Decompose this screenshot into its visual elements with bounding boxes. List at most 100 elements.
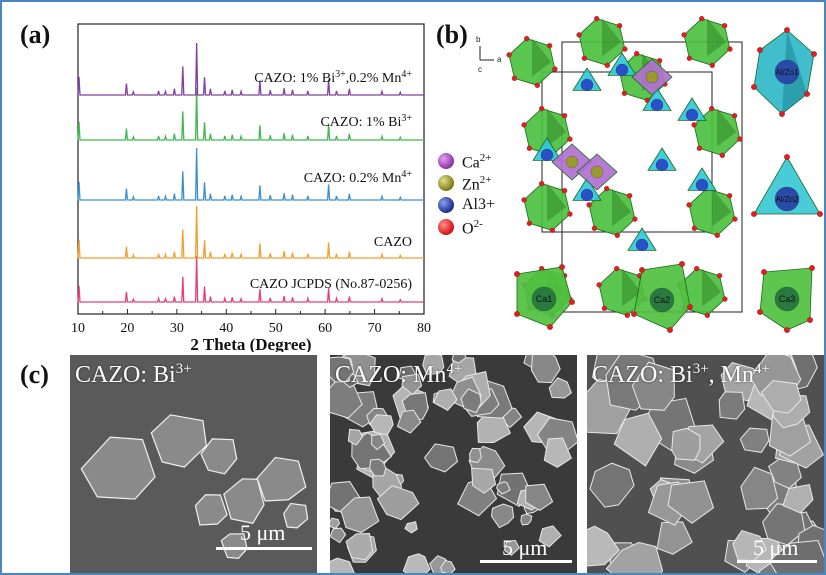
legend-item-al: Al3+ [438, 196, 495, 214]
sem-particle [520, 513, 533, 526]
x-tick-label-4: 50 [269, 321, 283, 336]
sem-particle [369, 458, 387, 477]
sem-particle [782, 483, 814, 514]
zn-ball-icon [438, 175, 454, 191]
x-tick-label-7: 80 [417, 321, 431, 336]
sem-bi-scale-label: 5 μm [240, 520, 286, 545]
sem-image-mn: CAZO: Mn4+ 5 μm [330, 355, 577, 573]
alzn2-label: Al/Zn2 [775, 195, 799, 204]
sem-particle [330, 557, 355, 573]
legend-ca-charge: 2+ [479, 152, 492, 164]
sem-particle [460, 388, 482, 414]
sem-image-bi: CAZO: Bi3+ 5 μm [70, 355, 317, 573]
series-line-1 [77, 205, 424, 259]
sem-particle [613, 412, 663, 467]
crystal-structure: b a c Al/Zn1 Al/Zn2 Ca1 Ca2 Ca3 [476, 15, 824, 334]
sem-mn-particles [330, 355, 577, 573]
legend-item-o: O2- [438, 218, 483, 238]
axis-label-c: c [478, 65, 482, 74]
series-label-3: CAZO: 1% Bi3+ [320, 113, 412, 131]
sem-bi-title: CAZO: Bi3+ [75, 361, 192, 388]
sem-particle [433, 388, 458, 412]
xrd-chart: CAZO JCPDS (No.87-0256) CAZO CAZO: 0.2% Mn… [71, 23, 431, 352]
al-atom [580, 78, 594, 92]
sem-particle [402, 553, 431, 573]
series-line-2 [77, 147, 424, 201]
al-ball-icon [438, 197, 454, 213]
sem-particle [720, 362, 759, 402]
sem-particle [422, 355, 445, 376]
zn-atom [645, 70, 659, 84]
ca1-label: Ca1 [536, 294, 553, 304]
zn-atom [590, 165, 604, 179]
x-tick-label-1: 20 [120, 321, 134, 336]
sem-bi-mn-scale-bar [737, 560, 817, 563]
sem-particle [369, 414, 394, 436]
legend-zn-charge: 2+ [479, 174, 492, 186]
sem-particle [347, 428, 364, 446]
legend-o-charge: 2- [473, 218, 483, 230]
ca2-label: Ca2 [654, 295, 671, 305]
series-line-3 [77, 87, 424, 141]
sem-particle [471, 467, 497, 494]
al-atom [540, 148, 554, 162]
sem-bi-particles [70, 355, 317, 573]
ca3-center [774, 286, 800, 312]
legend-o-label: O [462, 220, 474, 238]
al-atom [685, 108, 699, 122]
x-tick-label-5: 60 [318, 321, 332, 336]
sem-bi-mn-scale-label: 5 μm [753, 535, 799, 560]
sem-particle [220, 533, 248, 560]
series-line-0 [77, 255, 424, 303]
sem-bi-mn-particles [587, 355, 824, 573]
sem-particle [283, 502, 309, 529]
ca-ball-icon [438, 153, 454, 169]
zn-atom [565, 155, 579, 169]
sem-particle [194, 494, 228, 526]
al-atom [580, 188, 594, 202]
ca3-label: Ca3 [779, 294, 796, 304]
panel-label-c: (c) [20, 360, 49, 389]
sem-mn-title: CAZO: Mn4+ [335, 361, 463, 388]
sem-particle [404, 521, 418, 534]
sem-particle [451, 355, 467, 364]
sem-particle [330, 527, 347, 544]
sem-particle [538, 525, 562, 548]
x-tick-label-6: 70 [368, 321, 382, 336]
series-label-2: CAZO: 0.2% Mn4+ [304, 169, 413, 187]
alzn2-center [774, 186, 800, 212]
sem-image-bi-mn: CAZO: Bi3+, Mn4+ 5 μm [587, 355, 824, 573]
sem-particle [376, 485, 420, 521]
alzn1-center [774, 59, 800, 85]
alzn2-tetrahedron [753, 156, 821, 215]
sem-bi-scale-bar [216, 547, 312, 550]
alzn1-label: Al/Zn1 [775, 68, 799, 77]
sem-particle [340, 496, 380, 534]
series-label-1: CAZO [374, 235, 412, 250]
sem-particle [587, 525, 620, 567]
sem-mn-scale-bar [480, 560, 572, 563]
sem-particle [589, 462, 635, 508]
sem-particle [80, 436, 156, 500]
legend-ca-label: Ca [462, 154, 480, 172]
al-atom [635, 238, 649, 252]
legend-zn-label: Zn [462, 176, 480, 194]
x-tick-label-0: 10 [71, 321, 85, 336]
sem-particle [200, 438, 238, 475]
sem-bi-mn-title: CAZO: Bi3+, Mn4+ [592, 361, 770, 388]
sem-particle [496, 481, 511, 495]
x-axis-label: 2 Theta (Degree) [190, 335, 311, 352]
al-atom [655, 158, 669, 172]
axis-label-b: b [476, 35, 481, 44]
sem-particle [740, 466, 779, 510]
al-atom [695, 178, 709, 192]
sem-particle [345, 533, 374, 561]
axis-label-a: a [497, 55, 502, 64]
ca2-center [649, 287, 675, 313]
sem-particle [543, 437, 572, 468]
sem-particle [671, 427, 701, 461]
sem-particle [256, 456, 307, 502]
sem-particle [656, 521, 693, 555]
sem-particle [739, 427, 770, 453]
series-line-4 [77, 42, 424, 96]
